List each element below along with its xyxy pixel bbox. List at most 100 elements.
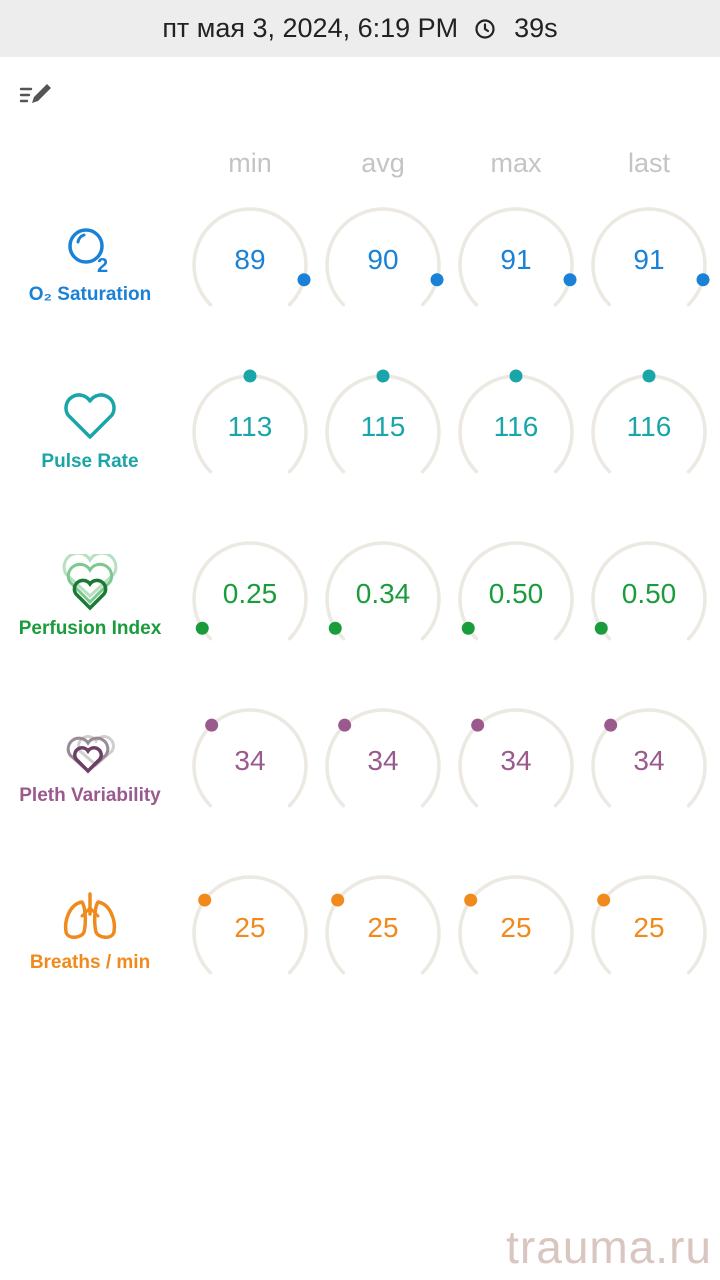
gauge-max: 25	[451, 868, 581, 1008]
gauge-indicator-dot	[563, 273, 577, 287]
gauge-indicator-dot	[331, 893, 345, 907]
gauge-last: 0.50	[584, 534, 714, 674]
column-header-avg: avg	[361, 148, 405, 178]
gauge-indicator-dot	[338, 718, 352, 732]
metric-label: Perfusion Index	[18, 618, 162, 639]
gauge-value: 25	[234, 912, 266, 943]
gauge-value: 91	[500, 244, 532, 275]
gauge-value: 91	[633, 244, 665, 275]
gauge-value: 89	[234, 244, 266, 275]
gauge-indicator-dot	[297, 273, 311, 287]
gauge-min: 89	[185, 200, 315, 340]
gauge-track	[458, 708, 574, 808]
gauge-max: 116	[451, 367, 581, 507]
gauge-track	[591, 708, 707, 808]
session-datetime: пт мая 3, 2024, 6:19 PM	[162, 13, 459, 43]
gauge-dial	[458, 541, 574, 641]
gauge-indicator-dot	[597, 893, 611, 907]
edit-list-icon	[19, 84, 51, 103]
gauge-value: 25	[500, 912, 532, 943]
metric-row-breaths-per-min[interactable]: Breaths / min 25 25 25 25	[0, 868, 720, 1008]
metric-header: 2 O₂ Saturation	[0, 200, 180, 340]
metric-label: Pleth Variability	[19, 785, 161, 806]
metric-header: Perfusion Index	[0, 534, 180, 674]
gauge-value: 0.25	[222, 578, 278, 609]
lungs-icon	[63, 892, 117, 939]
metric-row-perfusion-index[interactable]: Perfusion Index 0.25 0.34 0.50 0.50	[0, 534, 720, 674]
gauge-avg: 25	[318, 868, 448, 1008]
metric-header: Pulse Rate	[0, 367, 180, 507]
gauge-last: 91	[584, 200, 714, 340]
gauge-indicator-dot	[604, 718, 618, 732]
gauge-dial	[192, 369, 308, 474]
gauge-dial	[192, 708, 308, 808]
gauge-indicator-dot	[243, 369, 257, 383]
gauge-dial	[458, 708, 574, 808]
metric-label: Breaths / min	[29, 952, 151, 973]
gauge-last: 116	[584, 367, 714, 507]
gauge-value: 25	[367, 912, 399, 943]
gauge-avg: 34	[318, 701, 448, 841]
metric-row-o2-saturation[interactable]: 2 O₂ Saturation 89 90 91 91	[0, 200, 720, 340]
layered-hearts-icon	[62, 554, 118, 611]
gauge-indicator-dot	[198, 893, 212, 907]
gauge-min: 0.25	[185, 534, 315, 674]
metric-row-pleth-variability[interactable]: Pleth Variability 34 34 34 34	[0, 701, 720, 841]
gauge-value: 116	[626, 411, 672, 442]
o2-bubble-icon: 2	[68, 228, 108, 277]
gauge-indicator-dot	[195, 621, 209, 635]
gauge-track	[591, 207, 707, 307]
gauge-min: 113	[185, 367, 315, 507]
gauge-track	[458, 541, 574, 641]
gauge-indicator-dot	[430, 273, 444, 287]
gauge-track	[192, 541, 308, 641]
gauge-indicator-dot	[464, 893, 478, 907]
gauge-track	[458, 207, 574, 307]
metric-label: Pulse Rate	[41, 451, 139, 472]
gauge-dial	[591, 708, 707, 808]
gauge-track	[325, 708, 441, 808]
gauge-value: 34	[367, 745, 399, 776]
gauge-max: 0.50	[451, 534, 581, 674]
gauge-dial	[325, 207, 444, 307]
gauge-value: 34	[500, 745, 532, 776]
gauge-dial	[591, 369, 707, 474]
gauge-indicator-dot	[328, 621, 342, 635]
gauge-dial	[591, 541, 707, 641]
edit-list-button[interactable]	[14, 76, 58, 112]
gauge-indicator-dot	[696, 273, 710, 287]
gauge-max: 91	[451, 200, 581, 340]
gauge-dial	[192, 875, 308, 975]
gauge-value: 116	[493, 411, 539, 442]
heart-outline-icon	[64, 393, 116, 439]
gauge-min: 25	[185, 868, 315, 1008]
gauge-dial	[325, 875, 441, 975]
gauge-indicator-dot	[376, 369, 390, 383]
gauge-track	[192, 708, 308, 808]
session-duration: 39s	[514, 13, 558, 43]
gauge-track	[458, 875, 574, 975]
session-info-bar: пт мая 3, 2024, 6:19 PM 39s	[0, 0, 720, 57]
gauge-value: 25	[633, 912, 665, 943]
gauge-indicator-dot	[461, 621, 475, 635]
gauge-value: 34	[633, 745, 665, 776]
gauge-last: 34	[584, 701, 714, 841]
metric-row-pulse-rate[interactable]: Pulse Rate 113 115 116 116	[0, 367, 720, 507]
metric-label: O₂ Saturation	[28, 284, 152, 305]
gauge-avg: 115	[318, 367, 448, 507]
watermark: trauma.ru	[506, 1221, 712, 1273]
gauge-track	[192, 207, 308, 307]
metric-header: Pleth Variability	[0, 701, 180, 841]
gauge-avg: 90	[318, 200, 448, 340]
clock-icon	[474, 18, 496, 40]
gauge-indicator-dot	[471, 718, 485, 732]
gauge-dial	[192, 207, 311, 307]
gauge-dial	[325, 369, 441, 474]
gauge-value: 113	[227, 411, 273, 442]
metric-header: Breaths / min	[0, 868, 180, 1008]
gauge-value: 0.34	[355, 578, 411, 609]
gauge-track	[591, 541, 707, 641]
gauge-track	[325, 207, 441, 307]
gauge-dial	[458, 875, 574, 975]
gauge-dial	[325, 708, 441, 808]
